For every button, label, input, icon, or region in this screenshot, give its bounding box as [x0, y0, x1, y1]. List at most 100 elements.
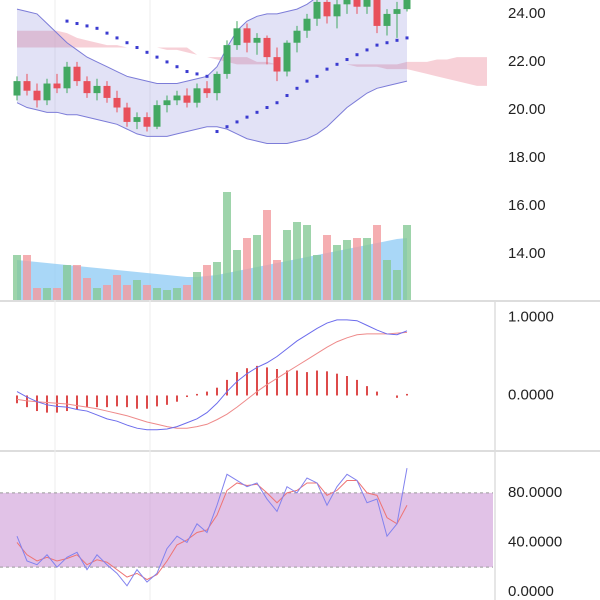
candle-body — [363, 0, 371, 7]
sar-dot — [305, 79, 309, 83]
candle-body — [283, 42, 291, 72]
candle-body — [253, 37, 261, 43]
volume-bar — [223, 192, 231, 300]
sar-dot — [175, 65, 179, 69]
candle-body — [63, 66, 71, 89]
volume-bar — [73, 265, 81, 300]
sar-dot — [295, 86, 299, 90]
volume-bar — [293, 222, 301, 300]
candle-body — [173, 95, 181, 101]
sar-dot — [405, 36, 409, 40]
macd-histogram-bar — [246, 368, 248, 396]
sar-dot — [245, 115, 249, 119]
macd-histogram-bar — [316, 370, 318, 396]
volume-bar — [83, 278, 91, 300]
candle-body — [233, 28, 241, 46]
macd-histogram-bar — [76, 395, 78, 410]
macd-histogram-bar — [136, 395, 138, 409]
volume-bar — [253, 235, 261, 300]
volume-bar — [33, 288, 41, 300]
price-pane — [13, 0, 487, 300]
sar-dot — [375, 43, 379, 47]
candle-body — [183, 95, 191, 103]
macd-histogram-bar — [306, 372, 308, 396]
volume-bar — [173, 288, 181, 300]
volume-bar — [63, 265, 71, 300]
macd-histogram-bar — [46, 395, 48, 413]
candle-body — [53, 83, 61, 89]
sar-dot — [135, 46, 139, 50]
sar-dot — [285, 94, 289, 98]
macd-histogram-bar — [396, 395, 398, 398]
macd-pane — [16, 319, 408, 431]
volume-bar — [233, 250, 241, 300]
candle-body — [403, 0, 411, 10]
macd-histogram-bar — [86, 395, 88, 408]
macd-histogram-bar — [66, 395, 68, 412]
candle-body — [263, 37, 271, 58]
bollinger-lower — [16, 80, 408, 145]
volume-bar — [153, 288, 161, 300]
sar-dot — [345, 58, 349, 62]
sar-dot — [205, 74, 209, 78]
rsi-band — [0, 492, 493, 568]
candle-body — [13, 81, 21, 96]
rsi-signal-line — [16, 479, 408, 581]
volume-bar — [93, 288, 101, 300]
y-tick-label: 18.00 — [508, 149, 546, 166]
sar-dot — [255, 110, 259, 114]
sar-dot — [95, 26, 99, 30]
volume-bar — [303, 225, 311, 300]
candle-body — [373, 0, 381, 26]
ichimoku-cloud — [17, 30, 487, 86]
macd-histogram-bar — [356, 379, 358, 396]
volume-bar — [403, 225, 411, 300]
volume-bar — [193, 272, 201, 300]
candle-body — [223, 45, 231, 74]
volume-bar — [243, 238, 251, 300]
y-tick-label: 40.0000 — [508, 533, 562, 550]
macd-histogram-bar — [106, 395, 108, 408]
macd-histogram-bar — [126, 395, 128, 408]
sar-dot — [85, 24, 89, 28]
volume-bar — [373, 225, 381, 300]
volume-bar — [133, 280, 141, 300]
axes: 14.00 16.00 18.00 20.00 22.00 24.00 0.0000 1.00… — [508, 5, 562, 600]
candle-body — [393, 9, 401, 14]
sar-dot — [315, 74, 319, 78]
sar-dot — [145, 50, 149, 54]
candle-body — [123, 107, 131, 122]
volume-bar — [343, 240, 351, 300]
macd-histogram-bar — [166, 395, 168, 405]
macd-histogram-bar — [186, 395, 188, 398]
sar-dot — [155, 55, 159, 59]
volume-bar — [263, 210, 271, 300]
sar-dot — [225, 125, 229, 129]
candle-body — [313, 1, 321, 19]
candle-body — [163, 100, 171, 106]
macd-histogram-bar — [146, 395, 148, 409]
sar-dot — [395, 38, 399, 42]
macd-signal-line — [16, 331, 408, 429]
candle-body — [353, 0, 361, 7]
volume-bar — [13, 255, 21, 300]
volume-bar — [43, 288, 51, 300]
volume-bar — [333, 245, 341, 300]
sar-dot — [125, 41, 129, 45]
volume-bar — [393, 270, 401, 300]
volume-bar — [313, 255, 321, 300]
candle-body — [93, 85, 101, 94]
candle-body — [133, 117, 141, 122]
sar-dot — [235, 120, 239, 124]
macd-histogram-bar — [276, 368, 278, 396]
sar-dot — [335, 62, 339, 66]
sar-dot — [275, 101, 279, 105]
bollinger-upper — [16, 0, 314, 85]
macd-histogram-bar — [376, 391, 378, 396]
macd-histogram-bar — [196, 393, 198, 396]
macd-histogram-bar — [326, 371, 328, 396]
sar-dot — [265, 106, 269, 110]
volume-bar — [363, 238, 371, 300]
candle-body — [33, 90, 41, 101]
